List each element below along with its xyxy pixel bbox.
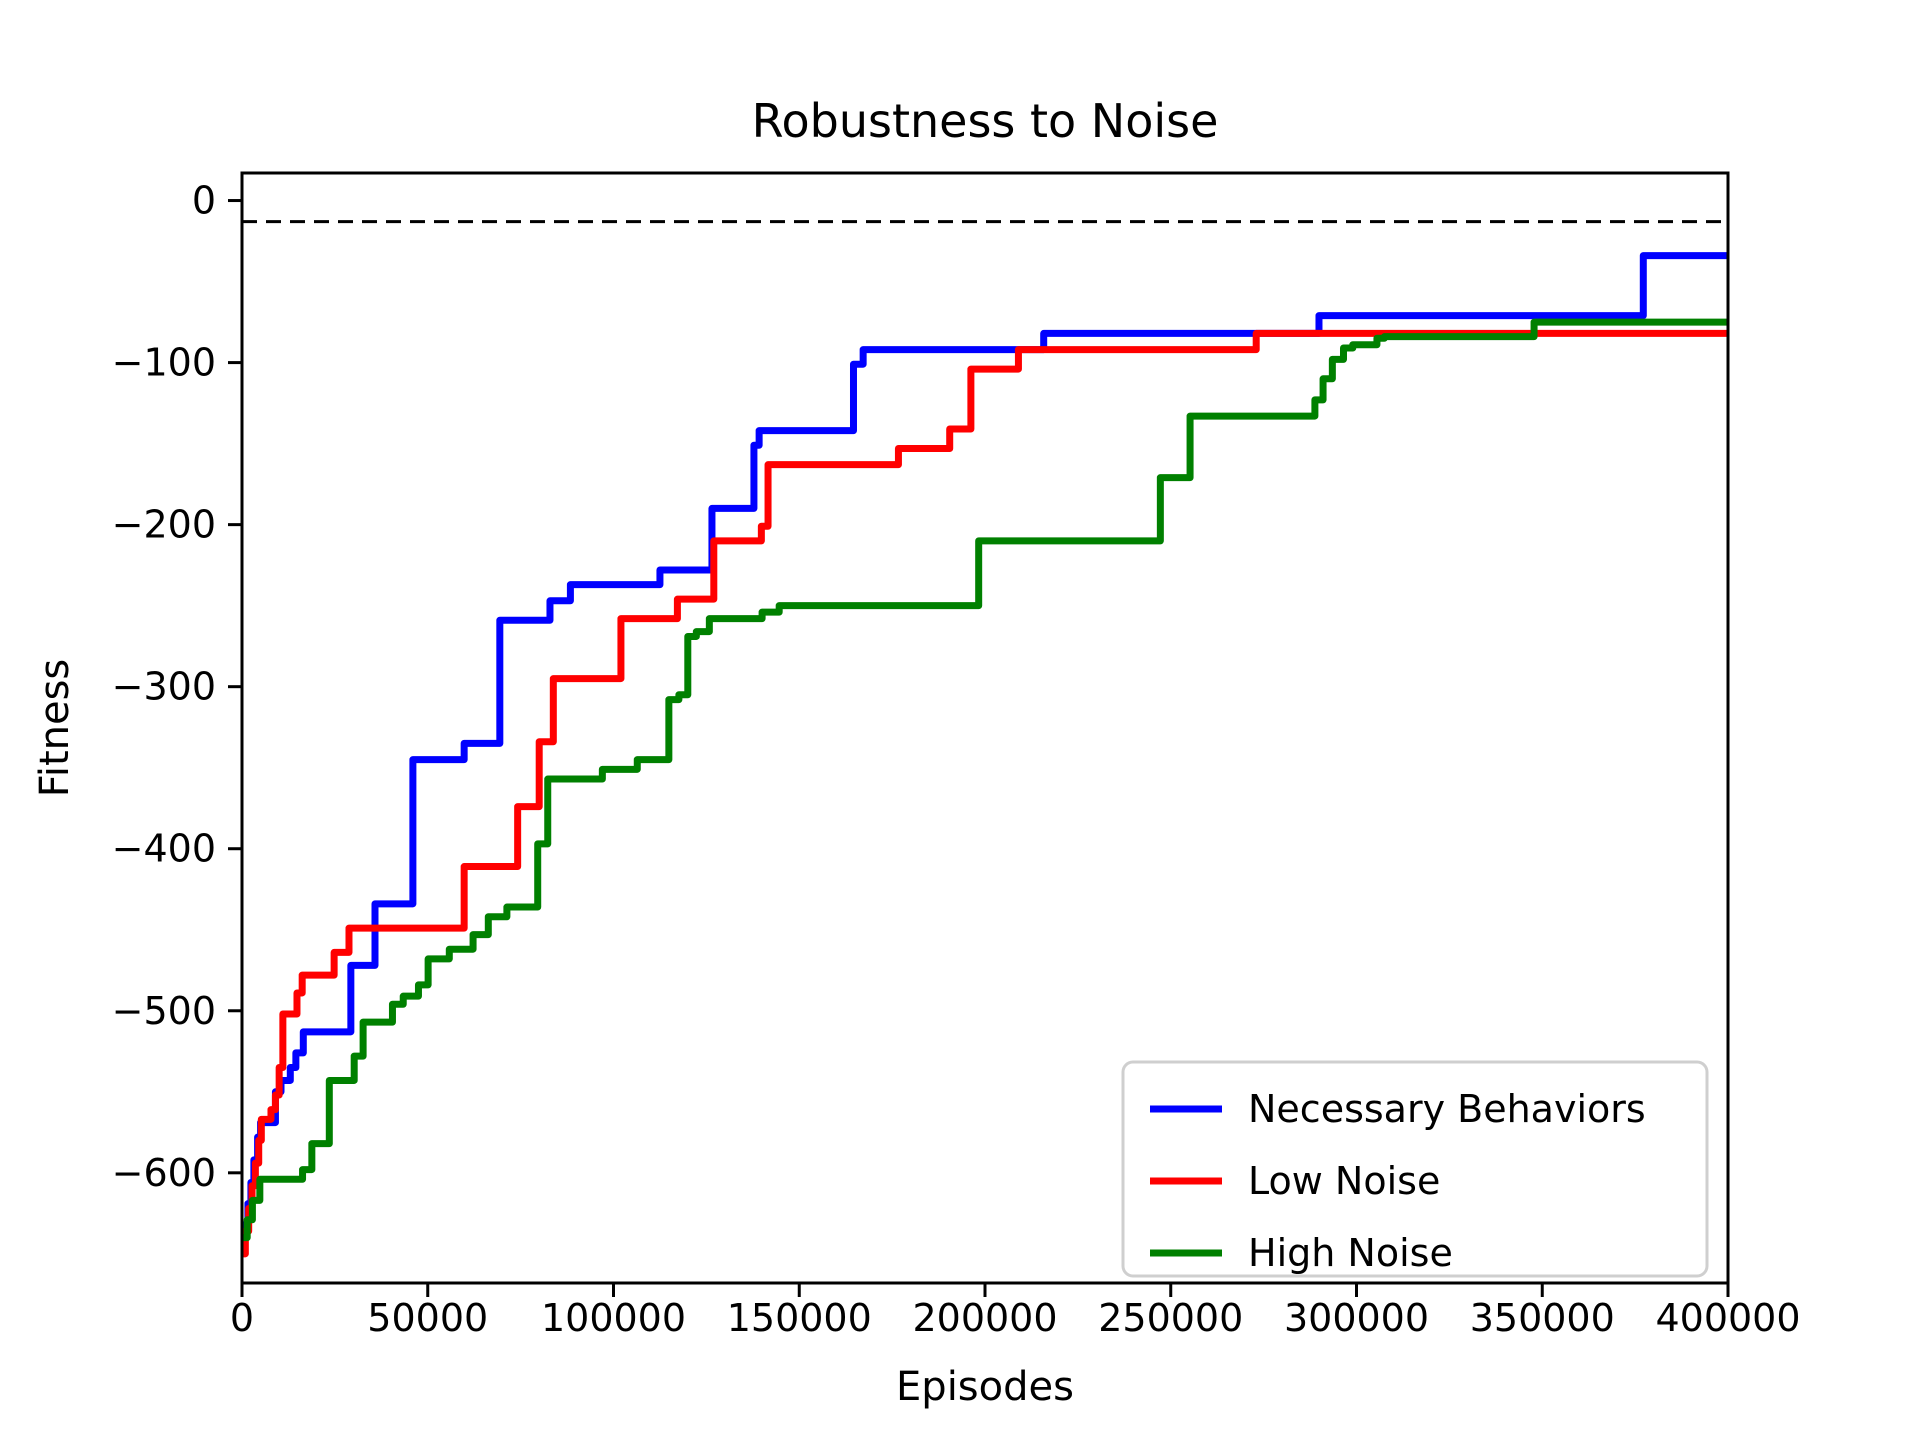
legend-label-high-noise: High Noise — [1248, 1231, 1453, 1275]
x-tick-label: 0 — [230, 1296, 254, 1340]
legend-label-necessary-behaviors: Necessary Behaviors — [1248, 1087, 1646, 1131]
axes-spines — [240, 171, 1730, 1285]
chart-title: Robustness to Noise — [752, 94, 1219, 148]
y-tick-label: −200 — [112, 503, 216, 547]
x-tick-label: 150000 — [727, 1296, 872, 1340]
x-tick-label: 350000 — [1470, 1296, 1615, 1340]
series-line-high-noise — [242, 318, 1728, 1242]
y-tick-label: 0 — [192, 179, 216, 223]
legend: Necessary Behaviors Low Noise High Noise — [1121, 1060, 1709, 1278]
series-line-low-noise — [241, 329, 1728, 1258]
y-axis-label: Fitness — [32, 659, 78, 798]
y-tick-label: −400 — [112, 827, 216, 871]
y-tick-label: −300 — [112, 665, 216, 709]
x-axis-ticks-group: 0 50000 100000 150000 200000 250000 300000 3500… — [230, 1283, 1801, 1340]
legend-label-low-noise: Low Noise — [1248, 1159, 1440, 1203]
legend-box — [1121, 1060, 1709, 1278]
x-tick-label: 100000 — [541, 1296, 686, 1340]
x-tick-label: 400000 — [1655, 1296, 1800, 1340]
y-tick-label: −100 — [112, 341, 216, 385]
y-tick-label: −500 — [112, 989, 216, 1033]
y-tick-label: −600 — [112, 1151, 216, 1195]
x-tick-label: 200000 — [912, 1296, 1057, 1340]
y-axis-ticks-group: 0 −100 −200 −300 −400 −500 −600 — [112, 179, 242, 1195]
x-tick-label: 50000 — [367, 1296, 488, 1340]
x-axis-label: Episodes — [896, 1364, 1074, 1410]
x-tick-label: 250000 — [1098, 1296, 1243, 1340]
x-tick-label: 300000 — [1284, 1296, 1429, 1340]
series-lines-group — [241, 252, 1728, 1258]
